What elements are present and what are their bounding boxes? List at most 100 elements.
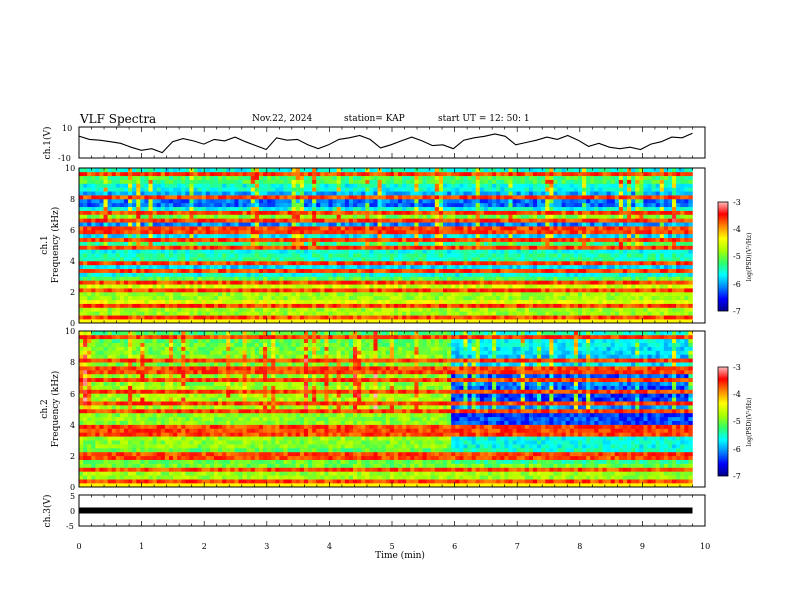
spectrogram-cell (156, 191, 162, 196)
spectrogram-cell (496, 303, 501, 308)
spectrogram-cell (87, 280, 92, 285)
spectrogram-cell (185, 237, 190, 242)
spectrogram-cell (528, 226, 534, 231)
spectrogram-cell (177, 295, 182, 301)
spectrogram-cell (226, 168, 231, 173)
spectrogram-cell (160, 253, 166, 258)
spectrogram-cell (455, 307, 460, 312)
spectrogram-cell (487, 311, 493, 316)
spectrogram-cell (483, 206, 489, 211)
spectrogram-cell (377, 264, 382, 270)
spectrogram-cell (312, 241, 317, 246)
spectrogram-cell (168, 168, 174, 173)
spectrogram-cell (115, 183, 121, 188)
spectrogram-cell (520, 230, 526, 235)
spectrogram-cell (504, 284, 509, 289)
spectrogram-cell (520, 168, 526, 173)
spectrogram-cell (246, 206, 252, 211)
spectrogram-cell (357, 319, 362, 324)
spectrogram-cell (508, 210, 513, 215)
spectrogram-cell (373, 183, 378, 188)
spectrogram-cell (218, 241, 223, 246)
spectrogram-cell (500, 210, 505, 215)
spectrogram-cell (512, 284, 517, 289)
spectrogram-cell (209, 272, 215, 277)
spectrogram-cell (218, 187, 223, 192)
spectrogram-cell (377, 280, 382, 285)
spectrogram-cell (553, 268, 558, 273)
spectrogram-cell (316, 183, 321, 188)
spectrogram-cell (463, 222, 468, 227)
spectrogram-cell (524, 195, 530, 200)
spectrogram-cell (365, 315, 370, 320)
spectrogram-cell (492, 295, 497, 301)
spectrogram-cell (132, 233, 137, 239)
spectrogram-cell (353, 175, 358, 180)
spectrogram-cell (160, 210, 166, 215)
spectrogram-cell (128, 319, 133, 324)
spectrogram-cell (496, 199, 501, 204)
spectrogram-cell (508, 171, 513, 177)
spectrogram-cell (483, 299, 489, 304)
spectrogram-cell (357, 179, 362, 184)
spectrogram-cell (209, 202, 215, 208)
spectrogram-cell (279, 191, 284, 196)
spectrogram-cell (111, 222, 117, 227)
spectrogram-cell (451, 249, 456, 254)
spectrogram-cell (426, 249, 432, 254)
spectrogram-cell (434, 195, 440, 200)
spectrogram-cell (553, 280, 558, 285)
spectrogram-cell (222, 191, 227, 196)
spectrogram-cell (209, 264, 215, 270)
spectrogram-cell (189, 299, 194, 304)
spectrogram-cell (91, 237, 96, 242)
spectrogram-cell (164, 280, 170, 285)
spectrogram-cell (242, 288, 247, 293)
spectrogram-cell (524, 257, 530, 262)
spectrogram-cell (479, 210, 485, 215)
spectrogram-cell (524, 280, 530, 285)
spectrogram-cell (438, 261, 444, 266)
spectrogram-cell (238, 311, 243, 316)
spectrogram-cell (119, 253, 125, 258)
spectrogram-cell (148, 307, 153, 312)
spectrogram-cell (226, 171, 231, 177)
spectrogram-cell (565, 280, 571, 285)
spectrogram-cell (565, 237, 571, 242)
spectrogram-cell (99, 179, 104, 184)
spectrogram-cell (107, 199, 113, 204)
spectrogram-cell (79, 272, 84, 277)
spectrogram-cell (455, 202, 460, 208)
spectrogram-cell (168, 187, 174, 192)
spectrogram-cell (369, 183, 374, 188)
spectrogram-cell (177, 253, 182, 258)
spectrogram-cell (205, 292, 211, 297)
spectrogram-cell (479, 319, 485, 324)
spectrogram-cell (123, 183, 129, 188)
spectrogram-cell (234, 311, 239, 316)
spectrogram-cell (197, 311, 202, 316)
spectrogram-cell (414, 218, 419, 223)
spectrogram-cell (99, 257, 104, 262)
spectrogram-cell (193, 303, 198, 308)
spectrogram-cell (353, 206, 358, 211)
spectrogram-cell (475, 264, 481, 270)
spectrogram-cell (340, 191, 346, 196)
spectrogram-cell (443, 230, 448, 235)
spectrogram-cell (79, 315, 84, 320)
spectrogram-cell (369, 253, 374, 258)
spectrogram-cell (553, 264, 558, 270)
spectrogram-cell (213, 222, 219, 227)
spectrogram-cell (140, 288, 145, 293)
spectrogram-cell (487, 284, 493, 289)
spectrogram-cell (136, 230, 141, 235)
spectrogram-cell (549, 214, 554, 219)
spectrogram-cell (189, 206, 194, 211)
spectrogram-cell (181, 214, 186, 219)
spectrogram-cell (119, 171, 125, 177)
spectrogram-cell (385, 179, 391, 184)
spectrogram-cell (475, 199, 481, 204)
spectrogram-cell (516, 257, 522, 262)
spectrogram-cell (340, 187, 346, 192)
spectrogram-cell (263, 195, 268, 200)
